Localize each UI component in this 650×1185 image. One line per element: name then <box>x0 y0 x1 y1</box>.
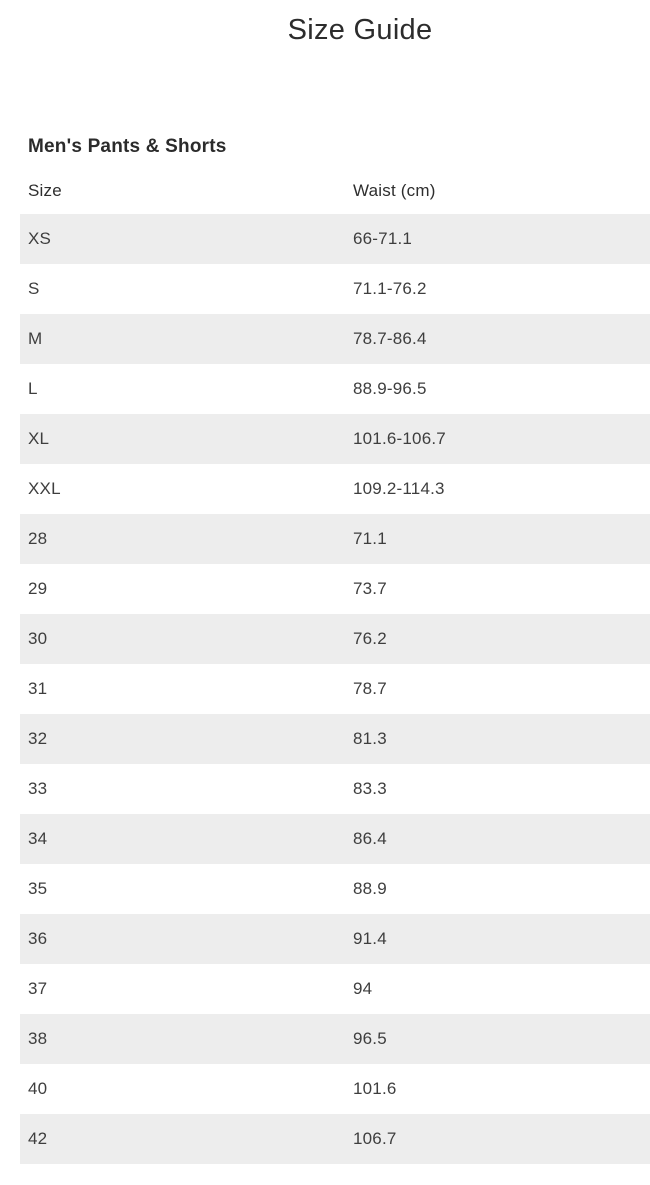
waist-cell: 78.7-86.4 <box>353 329 427 348</box>
size-cell: 34 <box>28 829 48 848</box>
waist-cell: 101.6-106.7 <box>353 429 446 448</box>
size-cell: 30 <box>28 629 48 648</box>
size-cell: 42 <box>28 1129 48 1148</box>
size-cell: S <box>28 279 40 298</box>
table-row: M 78.7-86.4 <box>20 314 650 364</box>
waist-cell: 106.7 <box>353 1129 397 1148</box>
section-heading: Men's Pants & Shorts <box>28 136 227 157</box>
column-header-size: Size <box>28 181 62 200</box>
table-row: 32 81.3 <box>20 714 650 764</box>
size-cell: 28 <box>28 529 48 548</box>
size-cell: 31 <box>28 679 48 698</box>
table-header-row: Size Waist (cm) <box>20 168 650 214</box>
table-row: 30 76.2 <box>20 614 650 664</box>
size-cell: 35 <box>28 879 48 898</box>
size-cell: XL <box>28 429 50 448</box>
table-row: L 88.9-96.5 <box>20 364 650 414</box>
waist-cell: 66-71.1 <box>353 229 413 248</box>
table-row: 29 73.7 <box>20 564 650 614</box>
waist-cell: 83.3 <box>353 779 387 798</box>
table-row: 31 78.7 <box>20 664 650 714</box>
table-row: 40 101.6 <box>20 1064 650 1114</box>
waist-cell: 96.5 <box>353 1029 387 1048</box>
size-cell: 37 <box>28 979 48 998</box>
size-cell: L <box>28 379 38 398</box>
waist-cell: 94 <box>353 979 373 998</box>
size-cell: M <box>28 329 43 348</box>
table-row: 34 86.4 <box>20 814 650 864</box>
table-row: 37 94 <box>20 964 650 1014</box>
table-row: 28 71.1 <box>20 514 650 564</box>
table-row: XS 66-71.1 <box>20 214 650 264</box>
table-row: 33 83.3 <box>20 764 650 814</box>
size-cell: 29 <box>28 579 48 598</box>
page-title: Size Guide <box>287 14 433 46</box>
size-cell: 40 <box>28 1079 48 1098</box>
table-row: XL 101.6-106.7 <box>20 414 650 464</box>
size-cell: 32 <box>28 729 48 748</box>
table-row: 36 91.4 <box>20 914 650 964</box>
waist-cell: 73.7 <box>353 579 387 598</box>
waist-cell: 86.4 <box>353 829 387 848</box>
size-cell: XXL <box>28 479 61 498</box>
size-table-body: XS 66-71.1 S 71.1-76.2 M 78.7-86.4 L 88.9-96.5 X… <box>0 214 650 1164</box>
size-cell: 38 <box>28 1029 48 1048</box>
size-cell: XS <box>28 229 52 248</box>
waist-cell: 109.2-114.3 <box>353 479 445 498</box>
size-cell: 33 <box>28 779 48 798</box>
waist-cell: 88.9 <box>353 879 387 898</box>
column-header-waist: Waist (cm) <box>353 181 436 200</box>
waist-cell: 71.1-76.2 <box>353 279 427 298</box>
waist-cell: 101.6 <box>353 1079 397 1098</box>
size-cell: 36 <box>28 929 48 948</box>
waist-cell: 81.3 <box>353 729 387 748</box>
table-row: 42 106.7 <box>20 1114 650 1164</box>
table-row: 38 96.5 <box>20 1014 650 1064</box>
waist-cell: 71.1 <box>353 529 387 548</box>
waist-cell: 91.4 <box>353 929 387 948</box>
waist-cell: 88.9-96.5 <box>353 379 427 398</box>
table-row: 35 88.9 <box>20 864 650 914</box>
table-row: XXL 109.2-114.3 <box>20 464 650 514</box>
table-row: S 71.1-76.2 <box>20 264 650 314</box>
size-table: Size Waist (cm) XS 66-71.1 S 71.1-76.2 M 78.7… <box>0 168 650 1164</box>
waist-cell: 76.2 <box>353 629 387 648</box>
waist-cell: 78.7 <box>353 679 387 698</box>
